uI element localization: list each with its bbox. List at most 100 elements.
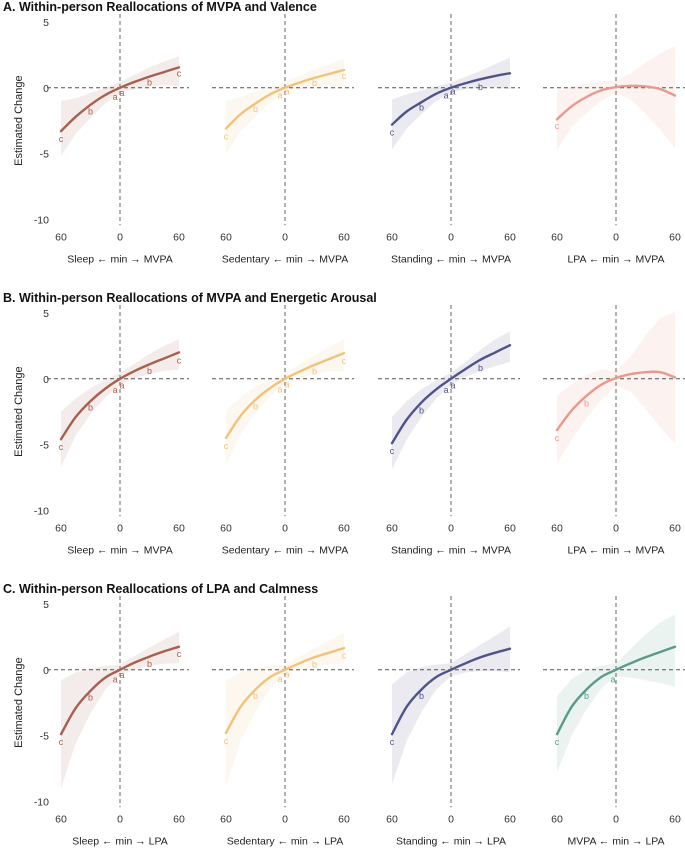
x-tick-label: 0 — [448, 522, 454, 534]
significance-letter: b — [584, 691, 589, 701]
significance-letter: b — [312, 78, 317, 88]
x-tick-label: 60 — [173, 522, 185, 534]
x-tick-label: 60 — [173, 231, 185, 243]
significance-letter: a — [611, 675, 616, 685]
significance-letter: c — [390, 737, 395, 747]
significance-letter: a — [284, 669, 289, 679]
significance-letter: c — [177, 355, 182, 365]
y-tick-label: 0 — [43, 83, 49, 95]
significance-letter: b — [419, 102, 424, 112]
significance-letter: c — [555, 737, 560, 747]
y-tick-label: -5 — [40, 440, 49, 452]
significance-letter: a — [444, 385, 449, 395]
significance-letter: a — [284, 380, 289, 390]
y-axis-label: Estimated Change — [13, 75, 25, 166]
x-tick-label: 60 — [669, 522, 681, 534]
y-tick-label: 5 — [43, 308, 49, 320]
panel-4: c b a 60 0 60 MVPA ← min → LPA — [543, 596, 685, 847]
significance-letter: b — [253, 691, 258, 701]
x-tick-label: 0 — [613, 813, 619, 825]
x-tick-label: 0 — [117, 231, 123, 243]
x-tick-label: 60 — [338, 522, 350, 534]
x-tick-label: 60 — [55, 522, 67, 534]
significance-letter: c — [555, 121, 560, 131]
x-axis-label: Sleep ← min → LPA — [72, 835, 168, 847]
y-tick-label: 0 — [43, 374, 49, 386]
significance-letter: a — [113, 675, 118, 685]
x-axis-label: LPA ← min → MVPA — [567, 544, 664, 556]
significance-letter: b — [312, 367, 317, 377]
panel-3: c b aa b 60 0 60 Standing ← min → MVPA — [378, 305, 520, 556]
x-axis-label: Standing ← min → MVPA — [391, 544, 511, 556]
x-tick-label: 0 — [282, 231, 288, 243]
x-tick-label: 60 — [338, 813, 350, 825]
significance-letter: b — [584, 399, 589, 409]
panel-2: c b a a b c 60 0 60 Sedentary ← min → LPA — [212, 596, 354, 847]
significance-letter: a — [278, 91, 283, 101]
chart-row-b: B. Within-person Reallocations of MVPA a… — [3, 291, 685, 556]
x-tick-label: 0 — [613, 231, 619, 243]
panel-2: cba abc60 0 60Sedentary ← min → MVPA — [212, 305, 354, 556]
significance-letter: a — [444, 91, 449, 101]
section-title: B. Within-person Reallocations of MVPA a… — [3, 291, 377, 305]
significance-letter: b — [88, 403, 93, 413]
x-tick-label: 60 — [220, 231, 232, 243]
x-tick-label: 60 — [386, 522, 398, 534]
significance-letter: c — [342, 356, 347, 366]
x-tick-label: 60 — [551, 522, 563, 534]
significance-letter: c — [390, 127, 395, 137]
x-tick-label: 60 — [173, 813, 185, 825]
x-axis-label: MVPA ← min → LPA — [567, 835, 664, 847]
x-axis-label: Sleep ← min → MVPA — [67, 253, 172, 265]
x-axis-label: Sedentary ← min → MVPA — [222, 544, 348, 556]
panel-2: cba abc60 0 60Sedentary ← min → MVPA — [212, 14, 354, 265]
panel-1: c b a a b c 60 0 60Sleep ← min → MVPA — [47, 305, 189, 556]
significance-letter: a — [119, 380, 124, 390]
significance-letter: b — [253, 401, 258, 411]
significance-letter: b — [253, 104, 258, 114]
significance-letter: c — [177, 68, 182, 78]
x-tick-label: 0 — [613, 522, 619, 534]
significance-letter: b — [147, 659, 152, 669]
y-tick-label: -10 — [34, 214, 49, 226]
x-tick-label: 60 — [504, 522, 516, 534]
x-tick-label: 60 — [669, 231, 681, 243]
significance-letter: b — [419, 691, 424, 701]
significance-letter: a — [113, 92, 118, 102]
chart-row-c: C. Within-person Reallocations of LPA an… — [3, 582, 685, 847]
x-tick-label: 60 — [551, 813, 563, 825]
x-tick-label: 60 — [386, 231, 398, 243]
panel-1: c b a a b c 60 0 60 Sleep ← min → LPA — [47, 596, 189, 847]
y-tick-label: 5 — [43, 17, 49, 29]
y-axis-label: Estimated Change — [13, 657, 25, 748]
significance-letter: c — [59, 442, 64, 452]
significance-letter: a — [113, 385, 118, 395]
x-axis-label: Sedentary ← min → MVPA — [222, 253, 348, 265]
panel-3: cb60 0 60Standing ← min → LPA — [378, 596, 520, 847]
y-tick-label: -10 — [34, 796, 49, 808]
x-axis-label: Sedentary ← min → LPA — [227, 835, 344, 847]
significance-letter: a — [278, 674, 283, 684]
significance-letter: a — [284, 87, 289, 97]
significance-letter: c — [224, 736, 229, 746]
x-tick-label: 60 — [55, 231, 67, 243]
significance-letter: a — [119, 670, 124, 680]
y-axis-label: Estimated Change — [13, 366, 25, 457]
significance-letter: b — [312, 659, 317, 669]
x-tick-label: 0 — [282, 522, 288, 534]
significance-letter: c — [59, 134, 64, 144]
section-title: C. Within-person Reallocations of LPA an… — [3, 582, 318, 596]
y-tick-label: -5 — [40, 149, 49, 161]
x-axis-label: LPA ← min → MVPA — [567, 253, 664, 265]
y-tick-label: 0 — [43, 665, 49, 677]
significance-letter: a — [450, 380, 455, 390]
x-tick-label: 60 — [551, 231, 563, 243]
x-axis-label: Standing ← min → LPA — [396, 835, 506, 847]
y-tick-label: 5 — [43, 599, 49, 611]
panel-4: c b 60 0 60 LPA ← min → MVPA — [543, 305, 685, 556]
significance-letter: b — [478, 82, 483, 92]
significance-letter: c — [177, 649, 182, 659]
x-tick-label: 0 — [117, 813, 123, 825]
